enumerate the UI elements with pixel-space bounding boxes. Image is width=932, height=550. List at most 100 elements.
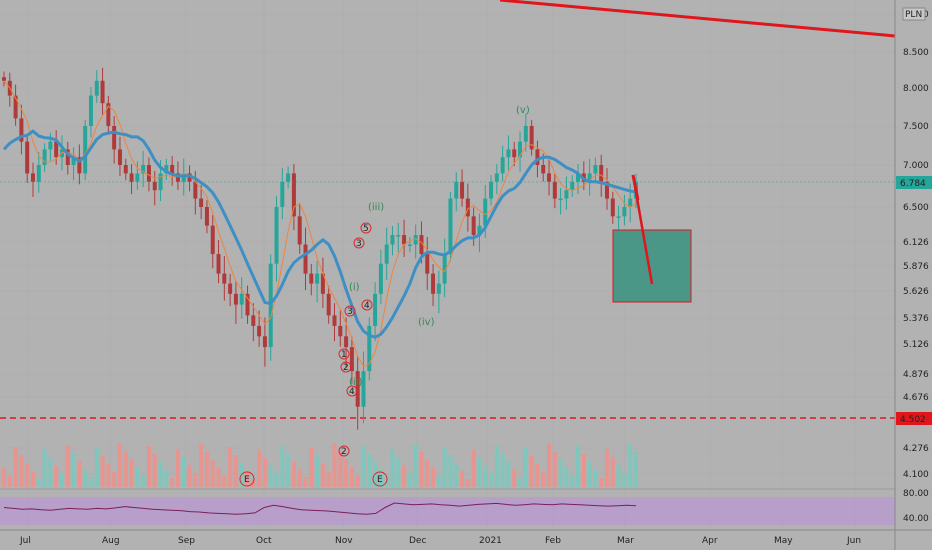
target-box: [612, 229, 692, 303]
volume-bar: [30, 471, 35, 487]
volume-bar: [286, 453, 291, 487]
volume-bar: [529, 456, 534, 487]
candle-body: [30, 173, 35, 182]
volume-bar: [442, 447, 447, 487]
candle-body: [193, 181, 198, 199]
volume-bar: [187, 465, 192, 487]
sub-wave-marker: 4: [361, 299, 373, 311]
price-axis[interactable]: 9.0008.5008.0007.5007.0006.5006.1265.876…: [903, 10, 929, 524]
candle-body: [616, 216, 621, 218]
volume-bar: [471, 450, 476, 487]
volume-bar: [117, 443, 122, 487]
volume-bar: [13, 447, 18, 487]
support-label: 4.502: [900, 415, 926, 425]
volume-bars: [2, 443, 638, 487]
candle-body: [500, 157, 505, 174]
candle-body: [558, 198, 563, 201]
candle-body: [431, 273, 436, 294]
sub-wave-marker: 4: [346, 385, 358, 397]
last-price-badge: [896, 176, 932, 189]
time-tick-label: May: [774, 536, 793, 546]
volume-bar: [175, 449, 180, 487]
volume-bar: [436, 476, 441, 487]
volume-bar: [431, 468, 436, 487]
candle-body: [117, 149, 122, 165]
candle-body: [552, 181, 557, 199]
earnings-marker-2[interactable]: E: [372, 471, 388, 487]
volume-bar: [512, 469, 517, 487]
volume-bar: [448, 455, 453, 487]
volume-bar: [141, 475, 146, 487]
candle-body: [181, 173, 186, 182]
volume-bar: [25, 463, 30, 487]
trendline: [499, 0, 896, 38]
candle-body: [529, 126, 534, 150]
volume-bar: [570, 475, 575, 487]
volume-bar: [71, 453, 76, 487]
earnings-marker-1[interactable]: E: [239, 471, 255, 487]
volume-bar: [199, 444, 204, 487]
volume-bar: [581, 454, 586, 487]
sma-blue-line: [2, 129, 637, 339]
volume-bar: [170, 478, 175, 487]
candle-body: [465, 198, 470, 217]
candle-body: [216, 254, 221, 274]
volume-bar: [593, 470, 598, 487]
volume-bar: [396, 457, 401, 487]
candle-body: [570, 181, 575, 191]
volume-bar: [599, 478, 604, 487]
sub-wave-marker: 3: [353, 237, 365, 249]
volume-bar: [164, 470, 169, 487]
candle-body: [251, 315, 256, 326]
candle-body: [268, 263, 273, 348]
candle-body: [349, 347, 354, 372]
volume-bar: [158, 462, 163, 487]
candle-body: [54, 141, 59, 158]
candle-body: [483, 198, 488, 226]
volume-bar: [494, 445, 499, 487]
candle-body: [146, 165, 151, 182]
volume-bar: [106, 464, 111, 487]
price-tick-label: 4.676: [903, 393, 929, 403]
volume-bar: [112, 472, 117, 487]
candle-body: [425, 254, 430, 274]
price-tick-label: 8.500: [903, 48, 929, 58]
candle-body: [402, 235, 407, 245]
sub-wave-marker: 5: [360, 222, 372, 234]
sub-wave-marker: 2: [338, 445, 350, 457]
volume-bar: [19, 455, 24, 487]
volume-bar: [245, 471, 250, 487]
time-axis[interactable]: Jul Aug Sep Oct Nov Dec 2021 Feb Mar Apr May Jun: [19, 536, 861, 546]
price-tick-label: 8.000: [903, 84, 929, 94]
price-tick-label: 6.126: [903, 238, 929, 248]
projection-arrow-head: [631, 174, 640, 201]
candle-body: [564, 190, 569, 199]
candle-body: [280, 181, 285, 207]
candle-body: [152, 181, 157, 191]
volume-bar: [268, 466, 273, 487]
candle-body: [210, 225, 215, 255]
time-tick-label: Nov: [335, 536, 353, 546]
candle-body: [309, 273, 314, 284]
volume-bar: [320, 464, 325, 487]
volume-bar: [616, 465, 621, 487]
volume-bar: [210, 460, 215, 487]
candle-body: [605, 181, 610, 199]
volume-bar: [564, 467, 569, 487]
volume-bar: [123, 451, 128, 487]
candle-body: [175, 173, 180, 182]
volume-bar: [2, 468, 6, 487]
volume-bar: [454, 463, 459, 487]
wave-label-i: (i): [349, 282, 360, 293]
svg-text:2: 2: [341, 447, 347, 457]
candle-body: [599, 165, 604, 182]
candle-body: [239, 293, 244, 305]
volume-bar: [361, 446, 366, 487]
volume-bar: [506, 461, 511, 487]
candle-body: [361, 371, 366, 407]
candle-body: [547, 173, 552, 182]
candle-body: [42, 149, 47, 165]
candle-body: [384, 244, 389, 264]
